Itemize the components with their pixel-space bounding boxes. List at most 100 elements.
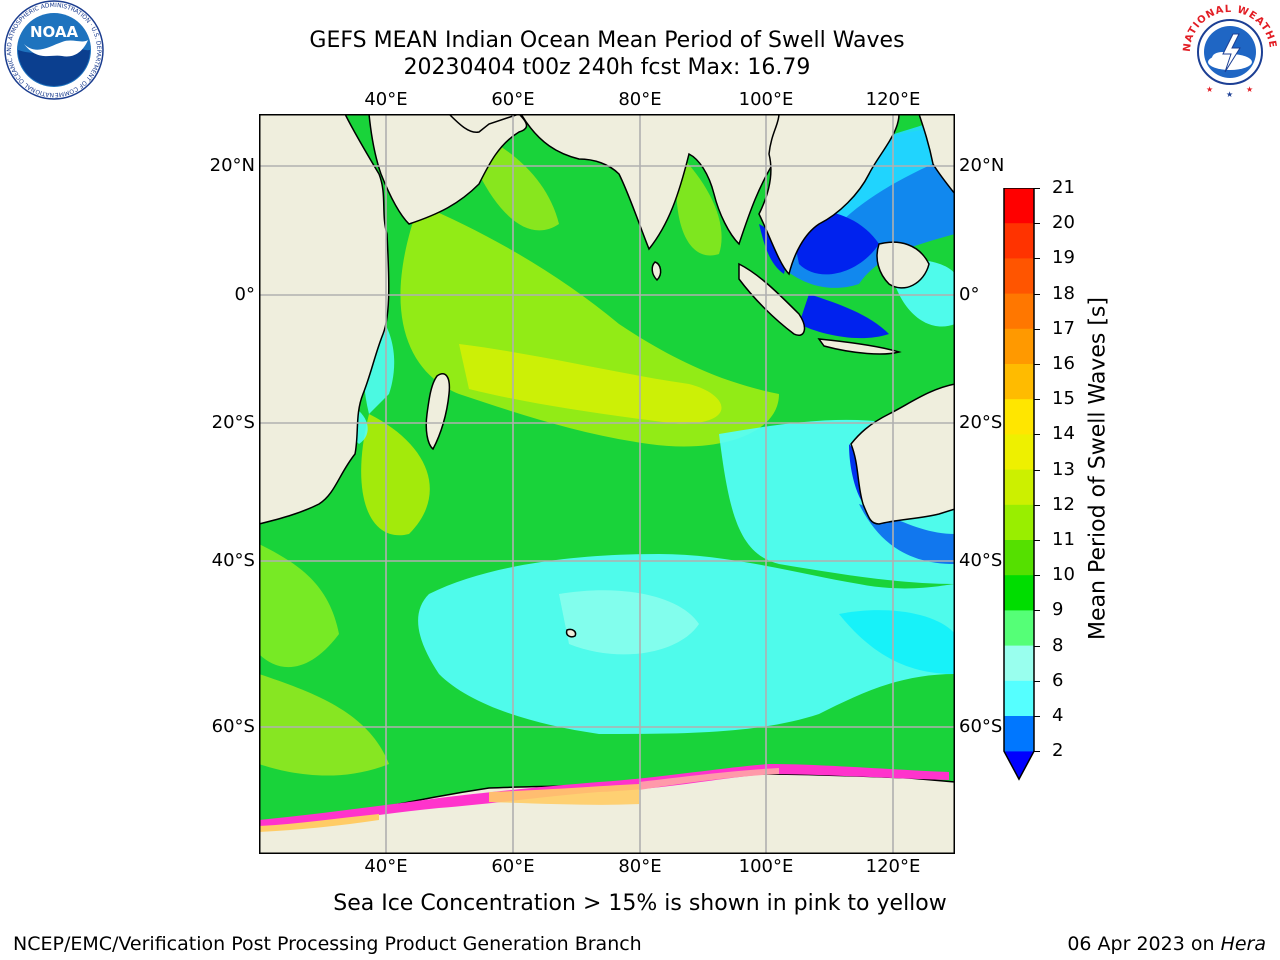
colorbar-segment: [1004, 434, 1034, 471]
gulf-landmass: [447, 114, 520, 133]
lon-tick-top-40e: 40°E: [364, 89, 408, 110]
colorbar-tick: [1034, 504, 1040, 506]
svg-text:★: ★: [1246, 85, 1253, 94]
lon-tick-top-80e: 80°E: [618, 89, 662, 110]
land: [259, 114, 955, 854]
colorbar-label: 6: [1052, 669, 1064, 691]
colorbar-tick: [1034, 328, 1040, 330]
east-asia-landmass: [918, 114, 955, 196]
colorbar-tick: [1034, 188, 1040, 189]
lon-tick-bottom-40e: 40°E: [364, 856, 408, 877]
lat-tick-left-40s: 40°S: [211, 550, 255, 571]
map-subtitle: 20230404 t00z 240h fcst Max: 16.79: [403, 55, 811, 80]
colorbar-segment: [1004, 399, 1034, 435]
colorbar-extend-arrow: [1004, 751, 1034, 780]
lon-tick-bottom-100e: 100°E: [738, 856, 794, 877]
svg-text:★: ★: [1206, 85, 1213, 94]
noaa-logo-text: NOAA: [30, 23, 79, 41]
colorbar-tick: [1034, 716, 1040, 717]
colorbar-label: 12: [1052, 493, 1075, 515]
java-landmass: [817, 338, 902, 355]
colorbar-label: 8: [1052, 634, 1064, 656]
colorbar-segment: [1004, 223, 1034, 259]
colorbar-tick: [1034, 399, 1040, 401]
lat-tick-right-60s: 60°S: [959, 716, 1003, 737]
colorbar-segment: [1004, 293, 1034, 330]
australia-landmass: [850, 383, 955, 525]
sea-ice-band: [259, 764, 949, 832]
colorbar-tick: [1034, 293, 1040, 295]
colorbar-label: 11: [1052, 529, 1075, 550]
madagascar-landmass: [425, 373, 451, 451]
lon-tick-bottom-80e: 80°E: [618, 856, 662, 877]
footer-date-text: 06 Apr 2023 on: [1067, 933, 1221, 955]
colorbar-label: 14: [1052, 423, 1075, 445]
borneo-landmass: [876, 241, 930, 289]
colorbar-tick: [1034, 751, 1040, 753]
lat-tick-left-20n: 20°N: [209, 155, 255, 176]
lon-tick-bottom-120e: 120°E: [865, 856, 921, 877]
india-landmass: [520, 114, 780, 251]
colorbar-frame: [1003, 188, 1035, 781]
colorbar-tick: [1034, 469, 1040, 471]
srilanka-landmass: [651, 261, 662, 282]
colorbar-segment: [1004, 469, 1034, 506]
colorbar-segment: [1004, 328, 1034, 365]
map-frame: [259, 114, 955, 854]
colorbar-segment: [1004, 188, 1034, 224]
colorbar-tick: [1034, 680, 1040, 682]
colorbar-label: 17: [1052, 317, 1075, 339]
colorbar-label: 15: [1052, 388, 1075, 410]
lon-tick-top-120e: 120°E: [865, 89, 921, 110]
colorbar-segment: [1004, 504, 1034, 541]
noaa-logo: NATIONAL OCEANIC AND ATMOSPHERIC ADMINIS…: [2, 0, 104, 100]
colorbar-segment: [1004, 540, 1034, 576]
colorbar-tick: [1034, 258, 1040, 260]
lat-tick-left-60s: 60°S: [211, 716, 255, 737]
lon-tick-top-60e: 60°E: [491, 89, 535, 110]
colorbar-segment: [1004, 364, 1034, 400]
colorbar-tick: [1034, 575, 1040, 577]
colorbar-label: 13: [1052, 458, 1075, 480]
colorbar-label: 4: [1052, 705, 1064, 726]
colorbar-tick: [1034, 434, 1040, 436]
colorbar-tick: [1034, 645, 1040, 647]
kerguelen-landmass: [565, 628, 577, 638]
colorbar-segment: [1004, 645, 1034, 682]
africa-landmass: [259, 114, 390, 525]
arabia-landmass: [368, 114, 528, 225]
graticule: [259, 114, 955, 854]
footer-date: 06 Apr 2023 on Hera: [1067, 933, 1266, 955]
colorbar-tick: [1034, 540, 1040, 541]
lon-tick-top-100e: 100°E: [738, 89, 794, 110]
colorbar-label: 10: [1052, 564, 1075, 586]
colorbar-label: 19: [1052, 247, 1075, 269]
footer-host: Hera: [1220, 933, 1266, 955]
nws-logo: NATIONAL WEATHER SERVICE ★ ★ ★: [1176, 0, 1278, 99]
colorbar: [1003, 188, 1035, 781]
colorbar-label: 16: [1052, 353, 1075, 374]
lat-tick-right-20n: 20°N: [959, 155, 1005, 176]
colorbar-tick: [1034, 364, 1040, 365]
sumatra-landmass: [738, 262, 806, 336]
lon-tick-bottom-60e: 60°E: [491, 856, 535, 877]
colorbar-title: Mean Period of Swell Waves [s]: [1085, 297, 1111, 640]
colorbar-label: 9: [1052, 599, 1064, 621]
colorbar-segment: [1004, 258, 1034, 295]
map-panel: [259, 114, 955, 854]
footer-credit: NCEP/EMC/Verification Post Processing Pr…: [13, 933, 642, 955]
lat-tick-left-20s: 20°S: [211, 412, 255, 433]
lat-tick-left-0: 0°: [234, 284, 255, 305]
colorbar-segment: [1004, 716, 1034, 752]
colorbar-label: 2: [1052, 740, 1064, 762]
colorbar-segment: [1004, 575, 1034, 611]
lat-tick-right-40s: 40°S: [959, 550, 1003, 571]
colorbar-tick: [1034, 223, 1040, 225]
colorbar-label: 18: [1052, 282, 1075, 304]
indochina-landmass: [758, 114, 900, 276]
colorbar-label: 21: [1052, 177, 1075, 198]
svg-text:★: ★: [1226, 90, 1233, 99]
colorbar-label: 20: [1052, 212, 1075, 234]
colorbar-segment: [1004, 610, 1034, 647]
lat-tick-right-20s: 20°S: [959, 412, 1003, 433]
